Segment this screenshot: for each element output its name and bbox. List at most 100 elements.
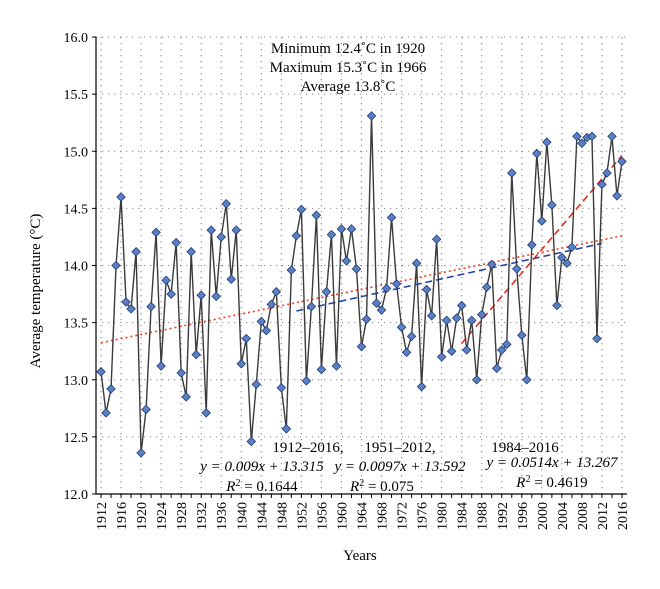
data-point-marker bbox=[496, 345, 507, 355]
axes-layer bbox=[92, 36, 627, 498]
data-point-marker bbox=[371, 298, 382, 308]
x-tick-label: 1952 bbox=[295, 502, 310, 530]
x-tick-label: 2008 bbox=[576, 502, 591, 530]
x-tick-label: 2012 bbox=[596, 502, 611, 530]
data-point-marker bbox=[236, 358, 247, 369]
data-point-marker bbox=[421, 284, 432, 295]
data-point-marker bbox=[512, 264, 522, 274]
trend-label-1984-2016: 1984–2016 y = 0.0514x + 13.267 R2 = 0.46… bbox=[484, 440, 619, 491]
y-tick-label: 14.0 bbox=[64, 260, 89, 275]
x-tick-label: 1992 bbox=[496, 502, 511, 530]
data-point-marker bbox=[136, 448, 146, 458]
data-point-marker bbox=[156, 361, 166, 371]
x-tick-label: 1996 bbox=[516, 502, 531, 530]
x-tick-label: 1968 bbox=[376, 502, 391, 530]
data-point-marker bbox=[146, 301, 156, 312]
data-point-marker bbox=[441, 315, 452, 326]
data-point-marker bbox=[491, 363, 502, 374]
trend-label-equation: y = 0.0514x + 13.267 bbox=[484, 455, 619, 471]
data-point-marker bbox=[572, 131, 582, 142]
x-tick-label: 1984 bbox=[456, 502, 471, 530]
data-point-marker bbox=[341, 256, 352, 266]
data-point-marker bbox=[321, 287, 332, 297]
x-tick-labels: 1912 1916 1920 1924 1928 1932 1936 1940 1944 1948… bbox=[95, 502, 631, 530]
data-point-marker bbox=[291, 231, 302, 241]
data-point-marker bbox=[271, 287, 282, 297]
x-tick-label: 1948 bbox=[275, 502, 290, 530]
data-point-marker bbox=[456, 300, 467, 311]
y-tick-label: 16.0 bbox=[64, 31, 89, 46]
trendline-1912-2016 bbox=[100, 235, 623, 344]
x-tick-label: 2016 bbox=[616, 502, 631, 530]
data-point-marker bbox=[221, 199, 232, 209]
data-point-marker bbox=[256, 316, 267, 327]
r2-symbol: R bbox=[515, 475, 525, 491]
data-point-marker bbox=[552, 300, 562, 311]
x-tick-label: 1924 bbox=[155, 502, 170, 530]
data-point-marker bbox=[106, 384, 116, 394]
data-point-marker bbox=[471, 374, 482, 385]
data-point-marker bbox=[451, 313, 462, 323]
y-tick-label: 12.5 bbox=[64, 431, 89, 446]
data-point-marker bbox=[406, 331, 417, 342]
y-tick-labels: 12.0 12.5 13.0 13.5 14.0 14.5 15.0 15.5 16.0 bbox=[64, 31, 89, 503]
data-point-marker bbox=[196, 290, 206, 300]
data-point-marker bbox=[386, 212, 397, 223]
trend-label-r2: R2 = 0.4619 bbox=[515, 474, 587, 492]
data-point-marker bbox=[481, 282, 492, 292]
x-tick-label: 1916 bbox=[115, 502, 130, 530]
data-point-marker bbox=[381, 283, 392, 294]
data-point-marker bbox=[486, 259, 497, 270]
y-tick-label: 13.0 bbox=[64, 374, 89, 389]
data-point-marker bbox=[336, 224, 347, 234]
grid-layer bbox=[96, 36, 627, 494]
stats-annotation: Minimum 12.4˚C in 1920 Maximum 15.3˚C in… bbox=[270, 41, 427, 95]
data-point-marker bbox=[461, 345, 472, 355]
x-tick-label: 2000 bbox=[536, 502, 551, 530]
data-point-marker bbox=[216, 232, 227, 242]
x-tick-label: 1976 bbox=[416, 502, 431, 530]
data-point-marker bbox=[206, 225, 216, 235]
y-tick-label: 15.0 bbox=[64, 145, 89, 160]
data-point-marker bbox=[116, 192, 126, 202]
data-point-marker bbox=[577, 138, 587, 149]
data-point-marker bbox=[411, 258, 422, 268]
data-point-marker bbox=[316, 364, 327, 375]
annotation-minimum: Minimum 12.4˚C in 1920 bbox=[271, 41, 425, 57]
data-point-marker bbox=[391, 279, 402, 289]
data-point-marker bbox=[396, 322, 407, 332]
x-tick-label: 1964 bbox=[356, 502, 371, 530]
data-point-marker bbox=[597, 179, 607, 190]
y-tick-label: 15.5 bbox=[64, 88, 89, 103]
data-point-marker bbox=[331, 361, 342, 371]
data-point-marker bbox=[617, 156, 627, 167]
x-tick-label: 1960 bbox=[335, 502, 350, 530]
data-point-marker bbox=[246, 436, 257, 447]
r2-value: = 0.075 bbox=[364, 479, 414, 495]
data-point-marker bbox=[532, 148, 542, 159]
trendline-1984-2016 bbox=[461, 154, 623, 344]
data-point-marker bbox=[366, 111, 377, 121]
y-axis-label: Average temperature (°C) bbox=[28, 214, 44, 369]
r2-exponent: 2 bbox=[359, 478, 364, 489]
trend-label-equation: y = 0.0097x + 13.592 bbox=[332, 459, 466, 475]
data-point-marker bbox=[241, 333, 252, 344]
r2-exponent: 2 bbox=[525, 474, 530, 485]
data-point-marker bbox=[181, 392, 191, 402]
data-point-marker bbox=[311, 210, 322, 220]
data-point-marker bbox=[171, 237, 181, 248]
data-point-marker bbox=[517, 330, 527, 340]
trend-label-r2: R2 = 0.075 bbox=[349, 478, 414, 496]
x-tick-label: 1912 bbox=[95, 502, 110, 530]
data-point-marker bbox=[191, 349, 201, 360]
data-point-marker bbox=[537, 216, 547, 226]
data-point-marker bbox=[476, 309, 487, 320]
data-point-marker bbox=[326, 229, 337, 240]
data-point-marker bbox=[567, 242, 577, 252]
r2-exponent: 2 bbox=[235, 478, 240, 489]
trend-layer bbox=[100, 154, 623, 344]
data-point-marker bbox=[306, 301, 317, 312]
data-point-marker bbox=[101, 408, 111, 418]
data-point-marker bbox=[607, 131, 617, 142]
